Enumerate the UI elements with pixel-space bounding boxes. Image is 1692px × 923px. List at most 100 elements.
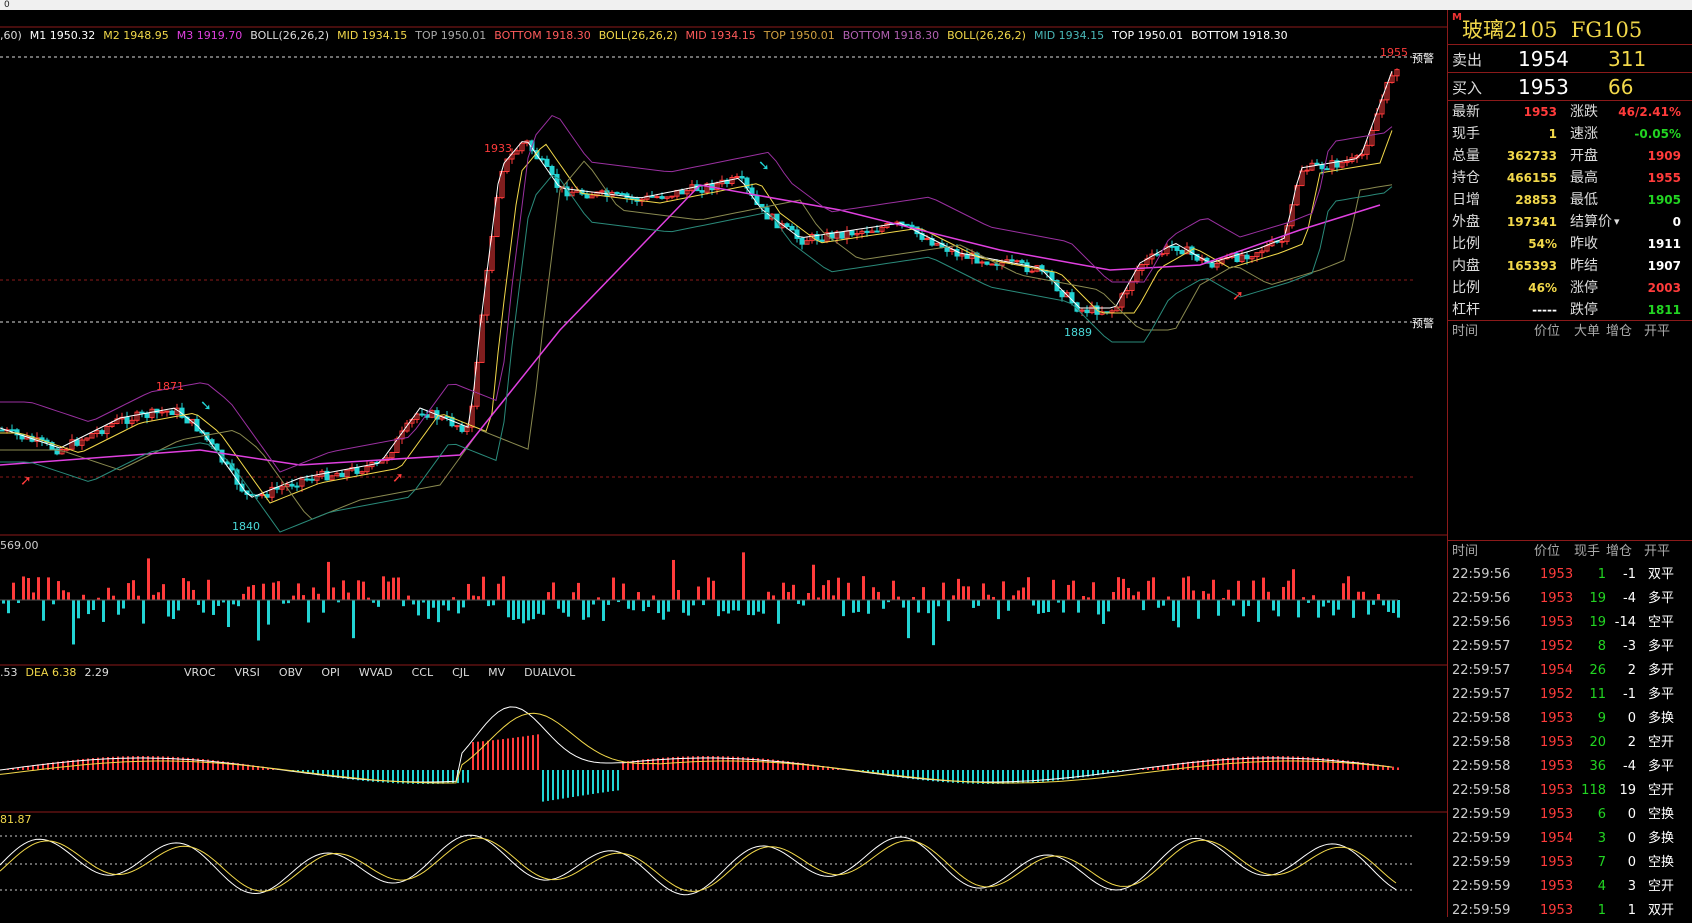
alert-bottom-label[interactable]: 预警 [1412,315,1434,331]
volume-bar [232,600,235,604]
big-order-price-header: 价位 [1534,321,1560,343]
volume-bar [787,592,790,600]
quote-value: 1911 [1648,233,1681,255]
contract-title[interactable]: 玻璃2105 FG105 [1462,14,1642,44]
volume-bar [462,600,465,607]
volume-bar [1147,581,1150,600]
volume-bar [892,581,895,600]
volume-bar [1242,600,1245,616]
tick-price: 1953 [1540,803,1573,827]
tick-type: 空开 [1648,731,1674,755]
volume-bar [1332,600,1335,615]
volume-bar [137,596,140,600]
volume-bar [1287,581,1290,600]
volume-bar [112,596,115,600]
indicator-tab-cjl[interactable]: CJL [452,666,469,679]
contract-marker: M [1452,12,1462,23]
main-legend-item: MID 1934.15 [686,29,756,42]
macd-bar [567,770,569,798]
tick-volume: 1 [1598,899,1606,923]
candle-body [680,190,684,193]
tick-time: 22:59:59 [1452,875,1510,899]
indicator-tab-ccl[interactable]: CCL [412,666,434,679]
chart-canvas[interactable]: ➚➚➚➘➘ [0,10,1447,917]
volume-bar [932,600,935,645]
quote-label: 现手 [1452,123,1480,145]
volume-bar [407,596,410,600]
volume-bar [252,585,255,600]
volume-bar [247,587,250,600]
macd-legend-item: DEA 6.38 [26,666,77,679]
volume-bar [852,600,855,613]
volume-bar [707,577,710,600]
quote-value: 1907 [1648,255,1681,277]
bid-row[interactable]: 买入 1953 66 [1448,72,1692,100]
candle-body [1210,263,1214,267]
indicator-tab-wvad[interactable]: WVAD [359,666,393,679]
candle-body [790,226,794,229]
volume-bar [397,577,400,600]
candle-body [460,426,464,432]
candle-body [160,412,164,413]
indicator-tab-mv[interactable]: MV [488,666,505,679]
tick-type: 空换 [1648,803,1674,827]
tick-vol-header: 现手 [1574,541,1600,563]
volume-bar [607,600,610,605]
volume-bar [547,592,550,600]
volume-bar [482,577,485,600]
settle-dropdown-icon[interactable]: ▾ [1614,211,1620,233]
quote-label: 比例 [1452,277,1480,299]
indicator-tab-vrsi[interactable]: VRSI [235,666,260,679]
volume-bar [1157,600,1160,608]
indicator-tab-opi[interactable]: OPI [321,666,340,679]
volume-bar [392,578,395,600]
quote-label: 涨跌 [1570,101,1598,123]
tick-time: 22:59:57 [1452,635,1510,659]
volume-bar [447,600,450,611]
volume-bar [632,600,635,610]
volume-bar [1377,594,1380,600]
tick-time: 22:59:58 [1452,731,1510,755]
volume-bar [577,583,580,600]
indicator-tab-obv[interactable]: OBV [279,666,302,679]
volume-bar [1077,600,1080,613]
candle-body [785,224,789,227]
macd-bar [1392,767,1394,770]
indicator-tab-vroc[interactable]: VROC [184,666,216,679]
volume-bar [962,586,965,600]
volume-bar [1297,600,1300,617]
volume-bar [1082,596,1085,600]
volume-bar [377,600,380,607]
indicator-tab-dualvol[interactable]: DUALVOL [524,666,575,679]
volume-bar [147,558,150,600]
macd-bar [602,770,604,792]
alert-top-label[interactable]: 预警 [1412,50,1434,66]
tick-oi-change: -14 [1615,611,1636,635]
quote-value: ----- [1532,299,1557,321]
volume-bar [1247,600,1250,606]
volume-bar [812,565,815,600]
ask-row[interactable]: 卖出 1954 311 [1448,44,1692,72]
quote-label: 最低 [1570,189,1598,211]
signal-up-arrow: ➚ [392,470,404,486]
price-peak-label: 1933 [484,142,512,155]
volume-bar [1062,600,1065,613]
main-legend-item: BOLL(26,26,2) [947,29,1026,42]
